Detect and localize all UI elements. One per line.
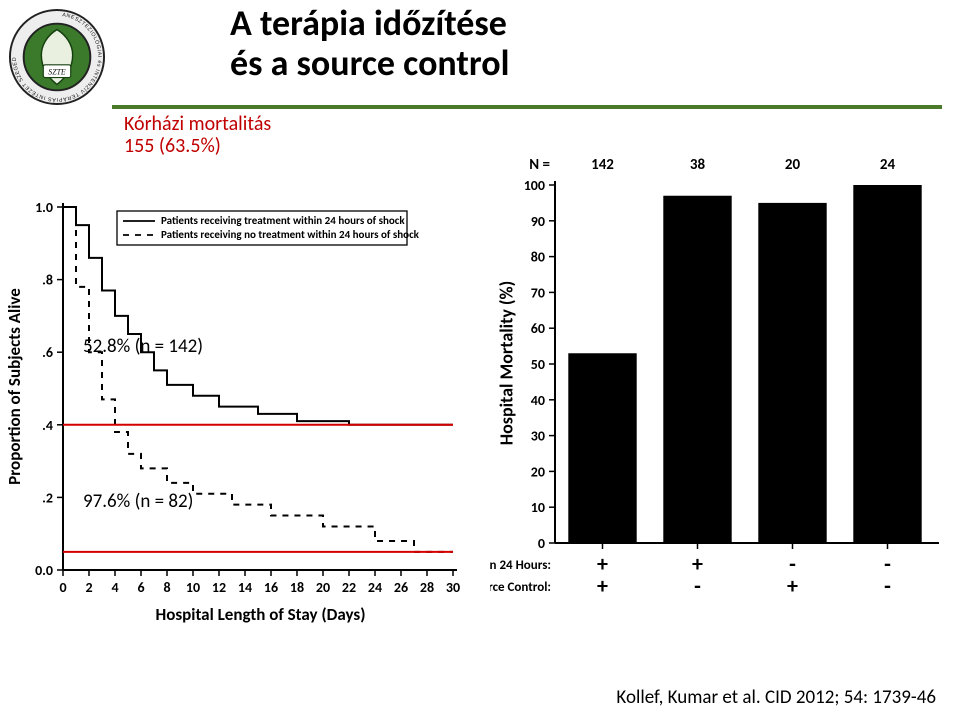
- svg-text:.2: .2: [42, 489, 53, 506]
- km-ylabel: Proportion of Subjects Alive: [4, 288, 25, 485]
- title-underline: [112, 105, 942, 109]
- svg-text:26: 26: [394, 579, 408, 596]
- bar-svg: 0 10 20 30 40 50 60 70 80 90 100 N = 142 38 20 24 Treatm…: [490, 145, 945, 610]
- km-xlabel: Hospital Length of Stay (Days): [58, 604, 463, 625]
- svg-text:-: -: [884, 572, 891, 599]
- svg-text:8: 8: [163, 579, 170, 596]
- bar-ylabel: Hospital Mortality (%): [495, 281, 517, 446]
- svg-text:.6: .6: [42, 344, 53, 361]
- subtitle-line2: 155 (63.5%): [124, 134, 221, 158]
- svg-text:+: +: [597, 572, 608, 599]
- svg-text:20: 20: [531, 463, 545, 480]
- subtitle-line1: Kórházi mortalitás: [124, 112, 271, 136]
- svg-text:100: 100: [524, 177, 545, 194]
- subtitle-mortality: Kórházi mortalitás 155 (63.5%): [124, 113, 271, 157]
- svg-text:16: 16: [264, 579, 278, 596]
- svg-text:4: 4: [111, 579, 118, 596]
- svg-text:0: 0: [59, 579, 66, 596]
- svg-text:10: 10: [531, 499, 545, 516]
- svg-text:18: 18: [290, 579, 304, 596]
- km-svg: 0.0.2.4.6.81.002468101214161820222426283…: [8, 195, 463, 625]
- km-chart: Proportion of Subjects Alive 0.0.2.4.6.8…: [8, 195, 463, 625]
- svg-text:0.0: 0.0: [35, 562, 53, 579]
- km-annot-1: 52.8% (n = 142): [83, 335, 203, 358]
- svg-text:Patients receiving treatment w: Patients receiving treatment within 24 h…: [161, 214, 405, 227]
- svg-text:Treatment within 24 Hours:: Treatment within 24 Hours:: [490, 558, 551, 573]
- svg-text:10: 10: [186, 579, 200, 596]
- svg-text:12: 12: [212, 579, 226, 596]
- svg-text:-: -: [694, 572, 701, 599]
- svg-text:+: +: [787, 572, 798, 599]
- svg-text:50: 50: [531, 356, 545, 373]
- institute-logo: SZTE ANESZTEZIOLÓGIAI és INTENZÍV TERÁPI…: [8, 8, 106, 106]
- svg-text:SZTE: SZTE: [48, 68, 66, 77]
- bar-chart: Hospital Mortality (%) 0 10 20 30 40 50 60 70 80…: [490, 145, 945, 610]
- svg-text:.8: .8: [42, 272, 53, 289]
- svg-text:0: 0: [538, 535, 545, 552]
- svg-text:20: 20: [316, 579, 330, 596]
- citation: Kollef, Kumar et al. CID 2012; 54: 1739-…: [616, 686, 936, 709]
- svg-text:142: 142: [591, 156, 614, 174]
- svg-text:28: 28: [420, 579, 434, 596]
- svg-text:30: 30: [531, 428, 545, 445]
- svg-text:90: 90: [531, 213, 545, 230]
- svg-text:38: 38: [690, 156, 706, 174]
- svg-text:70: 70: [531, 284, 545, 301]
- svg-text:60: 60: [531, 320, 545, 337]
- slide-title-line2: és a source control: [230, 44, 509, 84]
- svg-text:6: 6: [137, 579, 144, 596]
- svg-text:24: 24: [880, 156, 896, 174]
- km-annot-2: 97.6% (n = 82): [83, 490, 193, 513]
- svg-text:1.0: 1.0: [35, 199, 53, 216]
- svg-text:30: 30: [446, 579, 460, 596]
- svg-text:2: 2: [85, 579, 92, 596]
- svg-text:Patients receiving no treatmen: Patients receiving no treatment within 2…: [161, 228, 420, 241]
- svg-text:40: 40: [531, 392, 545, 409]
- slide-title-line1: A terápia időzítése: [230, 4, 509, 44]
- svg-text:N =: N =: [529, 156, 550, 174]
- svg-text:22: 22: [342, 579, 356, 596]
- svg-text:.4: .4: [42, 417, 53, 434]
- svg-text:Adequate Source Control:: Adequate Source Control:: [490, 580, 551, 595]
- svg-text:14: 14: [238, 579, 252, 596]
- svg-text:24: 24: [368, 579, 382, 596]
- svg-text:20: 20: [785, 156, 801, 174]
- svg-text:80: 80: [531, 249, 545, 266]
